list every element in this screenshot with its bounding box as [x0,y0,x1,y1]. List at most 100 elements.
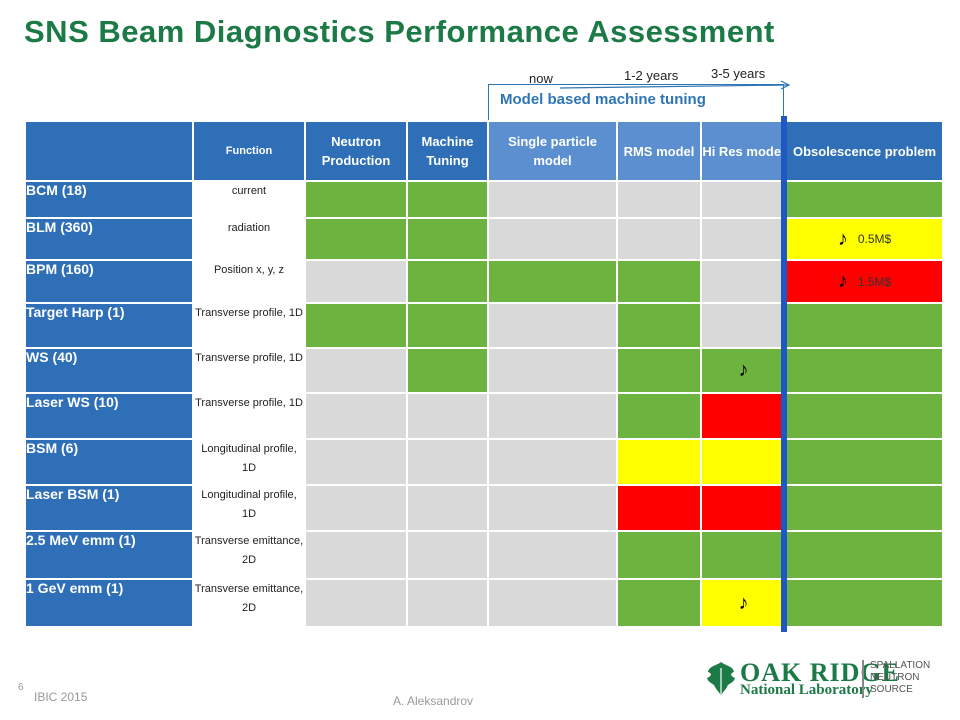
status-cell [487,392,618,440]
status-cell [616,484,702,532]
status-cell [700,259,787,304]
device-function: current [192,180,306,219]
header-function: Function [192,120,306,182]
table-row: Target Harp (1) Transverse profile, 1D [24,302,944,349]
header-rms-model: RMS model [616,120,702,182]
header-obsolescence-problem: Obsolescence problem [785,120,944,182]
device-name: Target Harp (1) [24,302,194,349]
status-cell [487,180,618,219]
device-function: Transverse emittance, 2D [192,530,306,580]
device-function: Position x, y, z [192,259,306,304]
device-name: BSM (6) [24,438,194,486]
status-cell [785,438,944,486]
status-cell [785,180,944,219]
status-cell [406,259,489,304]
device-name: Laser BSM (1) [24,484,194,532]
status-cell [304,217,408,261]
device-function: Transverse profile, 1D [192,392,306,440]
cost-note: 1.5M$ [857,274,892,289]
status-cell [487,217,618,261]
status-cell [304,259,408,304]
status-cell [487,578,618,628]
table-row: 1 GeV emm (1) Transverse emittance, 2D ♪ [24,578,944,628]
status-cell [487,259,618,304]
logo-oak-ridge: OAK RIDGE [740,658,900,687]
device-function: Longitudinal profile, 1D [192,438,306,486]
status-cell [406,392,489,440]
device-name: BCM (18) [24,180,194,219]
status-cell [304,530,408,580]
status-cell [487,530,618,580]
header-device [24,120,194,182]
device-name: BPM (160) [24,259,194,304]
device-function: Longitudinal profile, 1D [192,484,306,532]
logo-sns-text: SPALLATION NEUTRON SOURCE [870,660,931,695]
status-cell [406,347,489,394]
status-cell [304,484,408,532]
table-row: Laser WS (10) Transverse profile, 1D [24,392,944,440]
table-header-row: Function Neutron Production Machine Tuni… [24,120,944,182]
table-row: BPM (160) Position x, y, z ♪ 1.5M$ [24,259,944,304]
status-cell [487,302,618,349]
device-function: radiation [192,217,306,261]
timeline-mid-label: 1-2 years [624,68,679,83]
status-cell [406,578,489,628]
status-cell [700,180,787,219]
status-cell [785,484,944,532]
device-function: Transverse profile, 1D [192,347,306,394]
musical-note-icon: ♪ [837,270,848,292]
model-tuning-label: Model based machine tuning [500,91,706,108]
timeline-far-label: 3-5 years [711,66,766,81]
status-cell [487,347,618,394]
status-cell [616,347,702,394]
table-row: BCM (18) current [24,180,944,219]
status-cell [616,259,702,304]
status-cell [487,438,618,486]
status-cell [304,302,408,349]
device-name: 2.5 MeV emm (1) [24,530,194,580]
status-cell [304,180,408,219]
status-cell [406,217,489,261]
status-cell [406,180,489,219]
table-row: WS (40) Transverse profile, 1D ♪ [24,347,944,394]
device-name: Laser WS (10) [24,392,194,440]
status-cell [700,302,787,349]
conference-label: IBIC 2015 [34,690,88,704]
timeline-now-label: now [529,71,553,86]
status-cell [785,578,944,628]
header-single-particle-model: Single particle model [487,120,618,182]
status-cell [616,180,702,219]
status-cell [700,484,787,532]
status-cell [406,530,489,580]
status-cell [616,530,702,580]
status-cell [304,438,408,486]
status-cell: ♪ [700,347,787,394]
page-title: SNS Beam Diagnostics Performance Assessm… [24,14,775,49]
status-cell: ♪ 0.5M$ [785,217,944,261]
status-cell: ♪ [700,578,787,628]
status-cell [304,578,408,628]
status-cell [406,438,489,486]
device-name: BLM (360) [24,217,194,261]
status-cell [616,392,702,440]
table-row: Laser BSM (1) Longitudinal profile, 1D [24,484,944,532]
diagnostics-table: Function Neutron Production Machine Tuni… [24,120,944,628]
logo-national-lab: National Laboratory [740,682,873,698]
status-cell: ♪ 1.5M$ [785,259,944,304]
musical-note-icon: ♪ [738,591,749,614]
ornl-sns-logo: OAK RIDGE National Laboratory SPALLATION… [702,656,938,702]
device-name: 1 GeV emm (1) [24,578,194,628]
timeline-divider [781,116,787,632]
status-cell [406,484,489,532]
device-function: Transverse emittance, 2D [192,578,306,628]
status-cell [406,302,489,349]
status-cell [700,438,787,486]
header-machine-tuning: Machine Tuning [406,120,489,182]
status-cell [616,217,702,261]
cost-note: 0.5M$ [857,232,892,246]
status-cell [304,392,408,440]
status-cell [785,392,944,440]
status-cell [616,438,702,486]
table-row: 2.5 MeV emm (1) Transverse emittance, 2D [24,530,944,580]
status-cell [487,484,618,532]
